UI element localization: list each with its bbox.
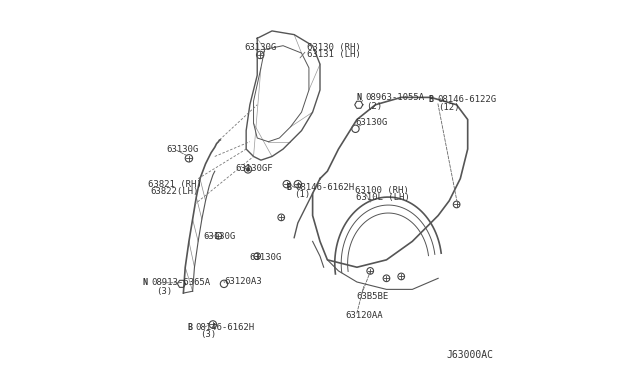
Text: B: B (429, 95, 434, 104)
Text: 08146-6162H: 08146-6162H (195, 323, 254, 331)
Text: 63130 (RH): 63130 (RH) (307, 43, 361, 52)
Text: 6310L (LH): 6310L (LH) (356, 193, 410, 202)
Text: (2): (2) (366, 102, 382, 111)
Text: 63822(LH): 63822(LH) (150, 187, 198, 196)
Text: 63130G: 63130G (204, 232, 236, 241)
Text: (1): (1) (294, 190, 310, 199)
Text: 63130G: 63130G (167, 145, 199, 154)
Text: (3): (3) (156, 287, 172, 296)
Text: 63130G: 63130G (355, 118, 387, 127)
Text: 63821 (RH): 63821 (RH) (148, 180, 202, 189)
Text: B: B (187, 323, 192, 331)
Text: (12): (12) (438, 103, 460, 112)
Text: 63100 (RH): 63100 (RH) (355, 186, 409, 195)
Text: N: N (143, 278, 148, 287)
Text: 63120AA: 63120AA (346, 311, 383, 320)
Text: J63000AC: J63000AC (447, 350, 493, 359)
Text: (3): (3) (200, 330, 216, 339)
Text: 08146-6122G: 08146-6122G (437, 95, 496, 104)
Text: 63130G: 63130G (250, 253, 282, 263)
Text: 63120A3: 63120A3 (224, 277, 262, 286)
Text: N: N (357, 93, 362, 102)
Text: 08913-6365A: 08913-6365A (151, 278, 210, 287)
Text: 08146-6162H: 08146-6162H (295, 183, 354, 192)
Text: 63130GF: 63130GF (235, 164, 273, 173)
Circle shape (246, 167, 250, 171)
Text: 63B5BE: 63B5BE (356, 292, 388, 301)
Text: B: B (287, 183, 292, 192)
Text: 63130G: 63130G (244, 43, 276, 52)
Text: 08963-1055A: 08963-1055A (365, 93, 424, 102)
Text: 63131 (LH): 63131 (LH) (307, 51, 361, 60)
